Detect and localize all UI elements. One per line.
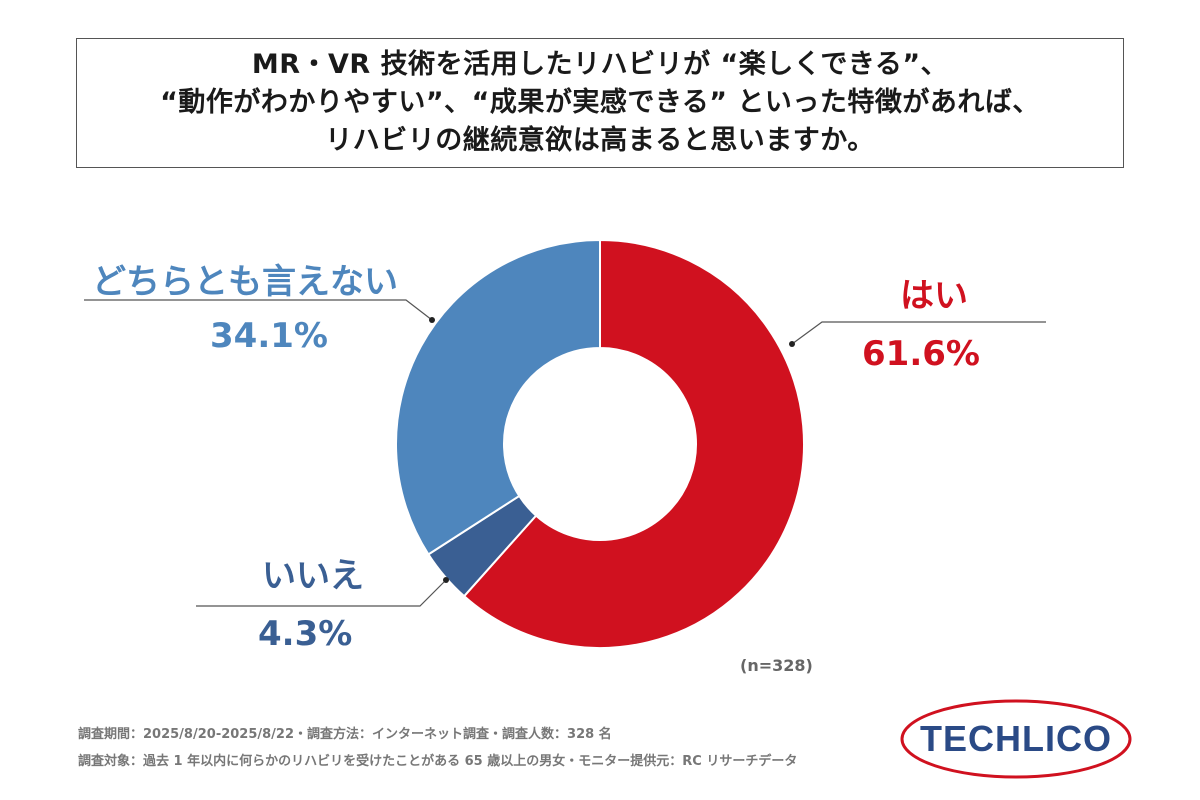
logo-text: TECHLICO [920, 718, 1112, 759]
techlico-logo: TECHLICO [900, 699, 1132, 779]
slice-value-no: 4.3% [258, 614, 353, 654]
logo-ring [900, 699, 1132, 779]
leader-line-no [196, 579, 447, 607]
footnote-survey-target: 調査対象：過去 1 年以内に何らかのリハビリを受けたことがある 65 歳以上の男… [78, 754, 798, 769]
leader-line-yes [791, 321, 1046, 345]
footnote-survey-period: 調査期間：2025/8/20-2025/8/22・調査方法：インターネット調査・… [78, 727, 612, 742]
title-line-1: MR・VR 技術を活用したリハビリが “楽しくできる”、 [251, 49, 949, 80]
sample-size-label: (n=328) [740, 656, 813, 675]
title-box: MR・VR 技術を活用したリハビリが “楽しくできる”、 “動作がわかりやすい”… [76, 38, 1124, 168]
leader-line-neither [84, 299, 433, 321]
title-line-2: “動作がわかりやすい”、“成果が実感できる” といった特徴があれば、 [160, 87, 1040, 118]
leader-line-no-dot [443, 577, 449, 583]
slice-label-neither: どちらとも言えない [92, 262, 398, 302]
leader-line-yes-dot [789, 341, 795, 347]
slice-value-yes: 61.6% [862, 334, 980, 374]
slice-label-yes: はい [900, 276, 968, 316]
donut-slice-neither [395, 238, 601, 556]
slice-label-no: いいえ [262, 556, 364, 596]
donut-slice-yes [462, 238, 805, 649]
slice-value-neither: 34.1% [210, 316, 328, 356]
title-line-3: リハビリの継続意欲は高まると思いますか。 [325, 125, 875, 156]
leader-line-neither-dot [429, 317, 435, 323]
